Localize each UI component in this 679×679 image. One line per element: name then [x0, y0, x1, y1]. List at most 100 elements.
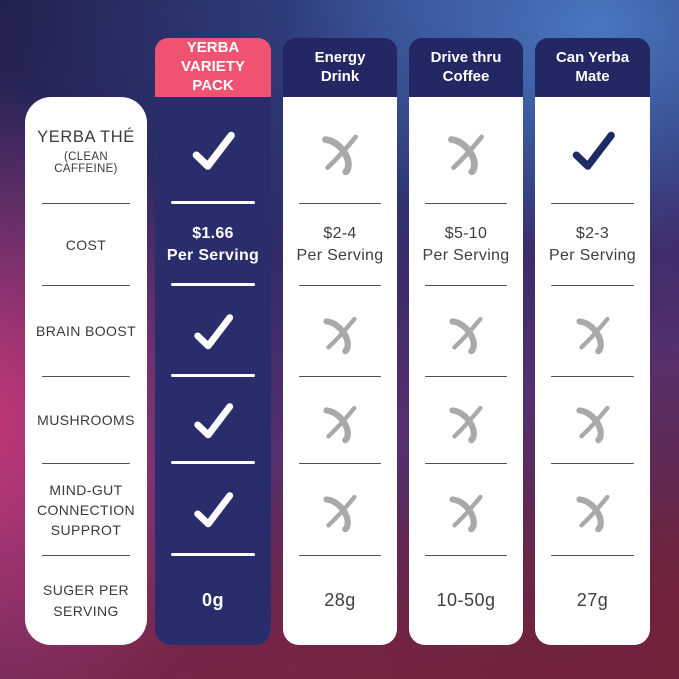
row-label-cost: COST [25, 204, 147, 286]
cell-yerba-the [409, 97, 523, 204]
divider [551, 554, 634, 556]
column-body: $2-3 Per Serving [535, 97, 650, 645]
cross-icon [323, 316, 357, 354]
cross-icon [575, 405, 610, 443]
cross-icon [575, 494, 610, 533]
divider [298, 554, 382, 556]
row-label-mind-gut: MIND-GUT CONNECTION SUPPROT [25, 464, 147, 556]
row-label-title: COST [65, 236, 107, 253]
cell-brain-boost [409, 286, 523, 377]
cost-value: $1.66 [192, 225, 234, 243]
check-icon [194, 313, 234, 349]
cell-yerba-the [155, 97, 271, 204]
cell-mushrooms [409, 377, 523, 464]
column-header: Energy Drink [283, 38, 397, 97]
cross-icon [575, 316, 610, 354]
cell-cost: $2-3 Per Serving [535, 204, 650, 286]
divider [42, 462, 130, 464]
check-icon [194, 402, 234, 438]
cell-brain-boost [155, 286, 271, 377]
divider [42, 375, 130, 377]
divider [171, 283, 255, 286]
cell-yerba-the [535, 97, 650, 204]
column-header: YERBA VARIETY PACK [155, 38, 271, 97]
cell-mind-gut [535, 464, 650, 556]
cell-cost: $2-4 Per Serving [283, 204, 397, 286]
cost-value: $5-10 [444, 225, 488, 243]
cross-icon [322, 134, 358, 175]
column-body: $2-4 Per Serving [283, 97, 397, 645]
row-label-sugar: SUGER PER SERVING [25, 556, 147, 645]
row-label-brain-boost: BRAIN BOOST [25, 286, 147, 377]
divider [424, 554, 508, 556]
column-can-yerba-mate: Can Yerba Mate $2-3 Per Serving [535, 38, 650, 645]
row-label-title: SUGER PER SERVING [42, 582, 130, 619]
sugar-value: 27g [576, 590, 609, 611]
row-label-yerba-the: YERBA THÉ (CLEAN CAFFEINE) [25, 97, 147, 204]
cross-icon [448, 134, 484, 175]
divider [171, 461, 255, 464]
column-body: $5-10 Per Serving [409, 97, 523, 645]
check-icon [572, 131, 615, 170]
cell-sugar: 27g [535, 556, 650, 645]
cell-mushrooms [535, 377, 650, 464]
cell-cost: $5-10 Per Serving [409, 204, 523, 286]
cell-brain-boost [283, 286, 397, 377]
cell-yerba-the [283, 97, 397, 204]
cell-sugar: 10-50g [409, 556, 523, 645]
row-label-mushrooms: MUSHROOMS [25, 377, 147, 464]
divider [298, 375, 382, 377]
divider [171, 374, 255, 377]
divider [424, 202, 508, 204]
divider [171, 553, 255, 556]
cell-brain-boost [535, 286, 650, 377]
cross-icon [323, 405, 357, 443]
cost-unit: Per Serving [166, 247, 260, 264]
sugar-value: 0g [201, 590, 224, 611]
cost-unit: Per Serving [549, 247, 636, 264]
row-label-title: MUSHROOMS [37, 412, 135, 429]
divider [424, 375, 508, 377]
cost-unit: Per Serving [422, 247, 510, 264]
column-drive-thru-coffee: Drive thru Coffee $5-10 Per Serving [409, 38, 523, 645]
divider [551, 375, 634, 377]
cost-value: $2-4 [323, 225, 357, 243]
divider [298, 284, 382, 286]
cell-mushrooms [155, 377, 271, 464]
divider [42, 284, 130, 286]
divider [551, 462, 634, 464]
divider [171, 201, 255, 204]
divider [42, 554, 130, 556]
sugar-value: 10-50g [436, 590, 496, 611]
divider [551, 284, 634, 286]
check-icon [192, 131, 235, 170]
cell-mind-gut [409, 464, 523, 556]
cell-sugar: 28g [283, 556, 397, 645]
divider [424, 462, 508, 464]
cost-unit: Per Serving [296, 247, 384, 264]
column-body: $1.66 Per Serving [155, 97, 271, 645]
check-icon [194, 492, 234, 528]
cell-sugar: 0g [155, 556, 271, 645]
cell-mushrooms [283, 377, 397, 464]
divider [424, 284, 508, 286]
row-labels-card: YERBA THÉ (CLEAN CAFFEINE) COST BRAIN BO… [25, 97, 147, 645]
cross-icon [449, 316, 483, 354]
sugar-value: 28g [324, 590, 356, 611]
cell-mind-gut [155, 464, 271, 556]
divider [551, 202, 634, 204]
divider [298, 202, 382, 204]
row-label-title: YERBA THÉ [37, 127, 135, 146]
column-yerba-variety-pack: YERBA VARIETY PACK $1.66 Per Serving [155, 38, 271, 645]
divider [42, 202, 130, 204]
column-header: Can Yerba Mate [535, 38, 650, 97]
cross-icon [323, 494, 357, 533]
cell-mind-gut [283, 464, 397, 556]
row-label-title: MIND-GUT CONNECTION SUPPROT [36, 481, 136, 539]
cell-cost: $1.66 Per Serving [155, 204, 271, 286]
row-label-title: BRAIN BOOST [35, 323, 137, 340]
cross-icon [449, 494, 483, 533]
divider [298, 462, 382, 464]
cross-icon [449, 405, 483, 443]
